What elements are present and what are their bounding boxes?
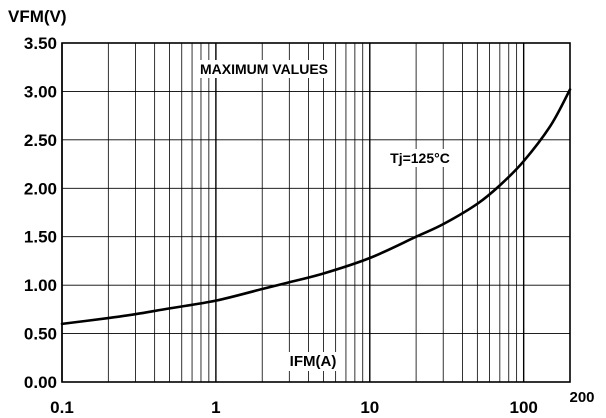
- annotation-maximum-values: MAXIMUM VALUES: [200, 61, 328, 77]
- y-tick-label: 3.00: [24, 82, 57, 101]
- y-axis-label: VFM(V): [8, 7, 67, 26]
- x-tick-label: 10: [360, 398, 379, 417]
- x-axis-label: IFM(A): [290, 353, 337, 370]
- y-tick-label: 2.00: [24, 179, 57, 198]
- y-tick-label: 3.50: [24, 34, 57, 53]
- y-tick-labels: 0.00 0.50 1.00 1.50 2.00 2.50 3.00 3.50: [24, 34, 57, 392]
- grid-minor: [108, 43, 570, 382]
- series-group: [62, 89, 570, 323]
- series-line-vfm: [62, 89, 570, 323]
- x-tick-labels: 0.1 1 10 100 200: [50, 389, 594, 417]
- x-tick-label: 0.1: [50, 398, 74, 417]
- annotation-junction-temperature: Tj=125°C: [390, 150, 450, 166]
- y-tick-label: 0.00: [24, 373, 57, 392]
- plot-frame: [62, 43, 570, 382]
- x-tick-label: 100: [509, 398, 537, 417]
- y-tick-label: 1.00: [24, 276, 57, 295]
- x-tick-label: 1: [211, 398, 220, 417]
- grid-major: [62, 43, 570, 382]
- x-tick-label: 200: [569, 389, 594, 406]
- y-tick-label: 2.50: [24, 131, 57, 150]
- y-tick-label: 1.50: [24, 228, 57, 247]
- y-tick-label: 0.50: [24, 325, 57, 344]
